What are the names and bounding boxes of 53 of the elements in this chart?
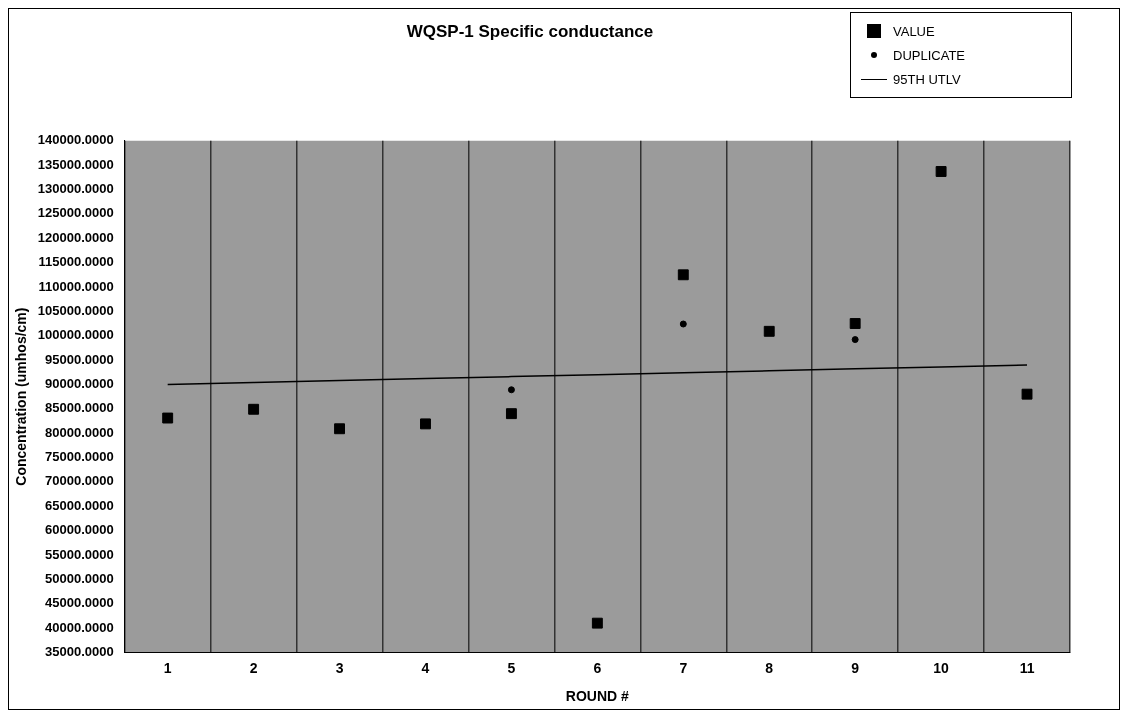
y-tick-label: 105000.0000 bbox=[37, 302, 114, 318]
point bbox=[162, 412, 174, 424]
y-tick-label: 125000.0000 bbox=[37, 205, 114, 221]
y-tick-label: 140000.0000 bbox=[37, 132, 114, 148]
y-tick-label: 90000.0000 bbox=[45, 376, 114, 391]
y-tick-label: 60000.0000 bbox=[45, 522, 114, 538]
point bbox=[334, 423, 345, 435]
y-tick-label: 130000.0000 bbox=[37, 181, 114, 197]
point bbox=[248, 403, 260, 415]
y-tick-label: 120000.0000 bbox=[37, 229, 114, 245]
y-tick-label: 40000.0000 bbox=[45, 619, 114, 635]
x-tick-label: 1 bbox=[163, 659, 172, 676]
point bbox=[507, 386, 515, 394]
x-tick-label: 7 bbox=[679, 659, 688, 676]
x-tick-label: 9 bbox=[851, 659, 860, 676]
point bbox=[1021, 388, 1033, 400]
point bbox=[849, 318, 861, 329]
point bbox=[505, 408, 517, 420]
y-tick-label: 45000.0000 bbox=[45, 595, 114, 611]
x-tick-label: 4 bbox=[421, 659, 430, 676]
point bbox=[591, 617, 603, 629]
x-tick-label: 10 bbox=[933, 659, 950, 676]
y-tick-label: 55000.0000 bbox=[45, 546, 114, 562]
x-axis-title: ROUND # bbox=[565, 688, 630, 705]
y-tick-label: 85000.0000 bbox=[45, 400, 114, 416]
legend-label: DUPLICATE bbox=[893, 47, 965, 63]
y-tick-label: 75000.0000 bbox=[45, 449, 114, 465]
y-tick-label: 100000.0000 bbox=[37, 327, 114, 343]
point bbox=[420, 418, 431, 430]
x-tick-label: 3 bbox=[335, 659, 344, 676]
point bbox=[763, 325, 775, 337]
y-tick-label: 110000.0000 bbox=[38, 278, 114, 294]
chart-title: WQSP-1 Specific conductance bbox=[405, 22, 655, 42]
legend-label: 95TH UTLV bbox=[893, 71, 961, 87]
point bbox=[935, 166, 947, 177]
y-tick-label: 135000.0000 bbox=[37, 156, 114, 172]
point bbox=[679, 320, 687, 328]
y-tick-label: 115000.0000 bbox=[38, 254, 114, 270]
y-tick-label: 35000.0000 bbox=[45, 643, 114, 659]
x-tick-label: 6 bbox=[593, 659, 602, 676]
x-tick-label: 8 bbox=[765, 659, 774, 676]
point bbox=[851, 336, 859, 344]
y-tick-label: 50000.0000 bbox=[45, 570, 114, 586]
x-tick-label: 5 bbox=[507, 659, 516, 676]
legend-label: VALUE bbox=[893, 23, 935, 39]
point bbox=[677, 269, 689, 281]
y-tick-label: 95000.0000 bbox=[45, 351, 114, 367]
y-tick-label: 65000.0000 bbox=[45, 497, 114, 513]
y-axis-title: Concentration (umhos/cm) bbox=[13, 307, 30, 486]
x-tick-label: 2 bbox=[249, 659, 258, 676]
y-tick-label: 80000.0000 bbox=[45, 424, 114, 440]
y-tick-label: 70000.0000 bbox=[45, 473, 114, 489]
x-tick-label: 11 bbox=[1019, 659, 1035, 676]
